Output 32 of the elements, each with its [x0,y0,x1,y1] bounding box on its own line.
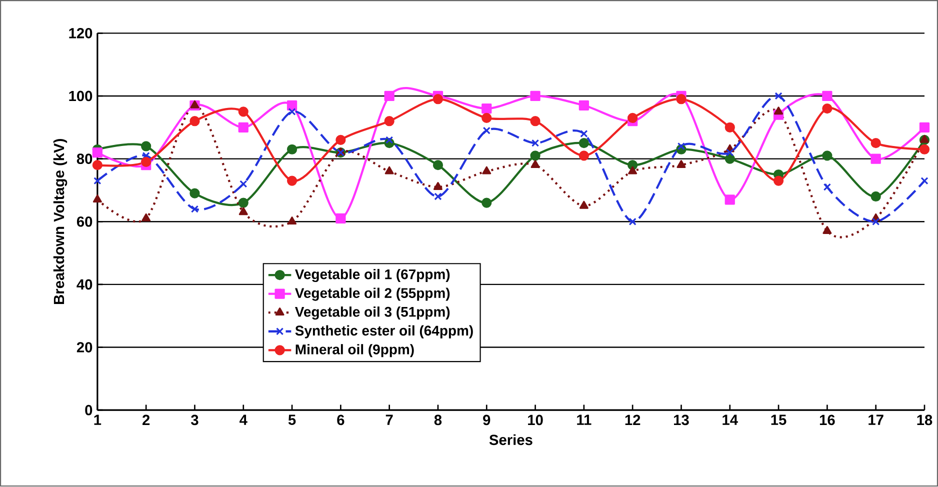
legend-label: Mineral oil (9ppm) [296,344,414,358]
x-tick-label: 7 [386,415,393,426]
x-tick-label: 1 [94,415,102,426]
x-tick-label: 3 [190,415,198,426]
x-axis-title: Series [489,434,532,446]
legend-label: Vegetable oil 2 (55ppm) [295,288,450,302]
y-tick-label: 100 [69,91,92,102]
legend-label: Vegetable oil 3 (51ppm) [295,306,450,320]
x-tick-label: 16 [820,415,835,426]
y-tick-label: 20 [76,342,92,353]
x-tick-label: 14 [722,415,738,426]
x-tick-label: 18 [917,415,932,426]
x-tick-label: 11 [577,415,592,426]
x-tick-label: 15 [771,415,786,426]
x-tick-label: 6 [337,415,344,426]
x-tick-label: 8 [434,415,442,426]
x-tick-label: 12 [625,415,640,426]
x-tick-label: 17 [868,415,884,426]
x-tick-label: 9 [483,415,490,426]
y-axis-title: Breakdown Voltage (kV) [53,139,68,304]
y-tick-label: 80 [76,154,92,164]
legend-label: Synthetic ester oil (64ppm) [295,326,473,339]
x-tick-label: 4 [240,415,248,426]
x-tick-label: 13 [674,415,689,426]
x-tick-label: 5 [288,415,296,426]
y-tick-label: 0 [85,405,92,416]
legend-label: Vegetable oil 1 (67ppm) [295,269,450,282]
y-tick-label: 120 [69,28,92,39]
x-tick-label: 10 [528,415,543,426]
y-tick-label: 40 [76,280,92,290]
y-tick-label: 60 [76,216,92,228]
x-tick-label: 2 [142,415,150,426]
